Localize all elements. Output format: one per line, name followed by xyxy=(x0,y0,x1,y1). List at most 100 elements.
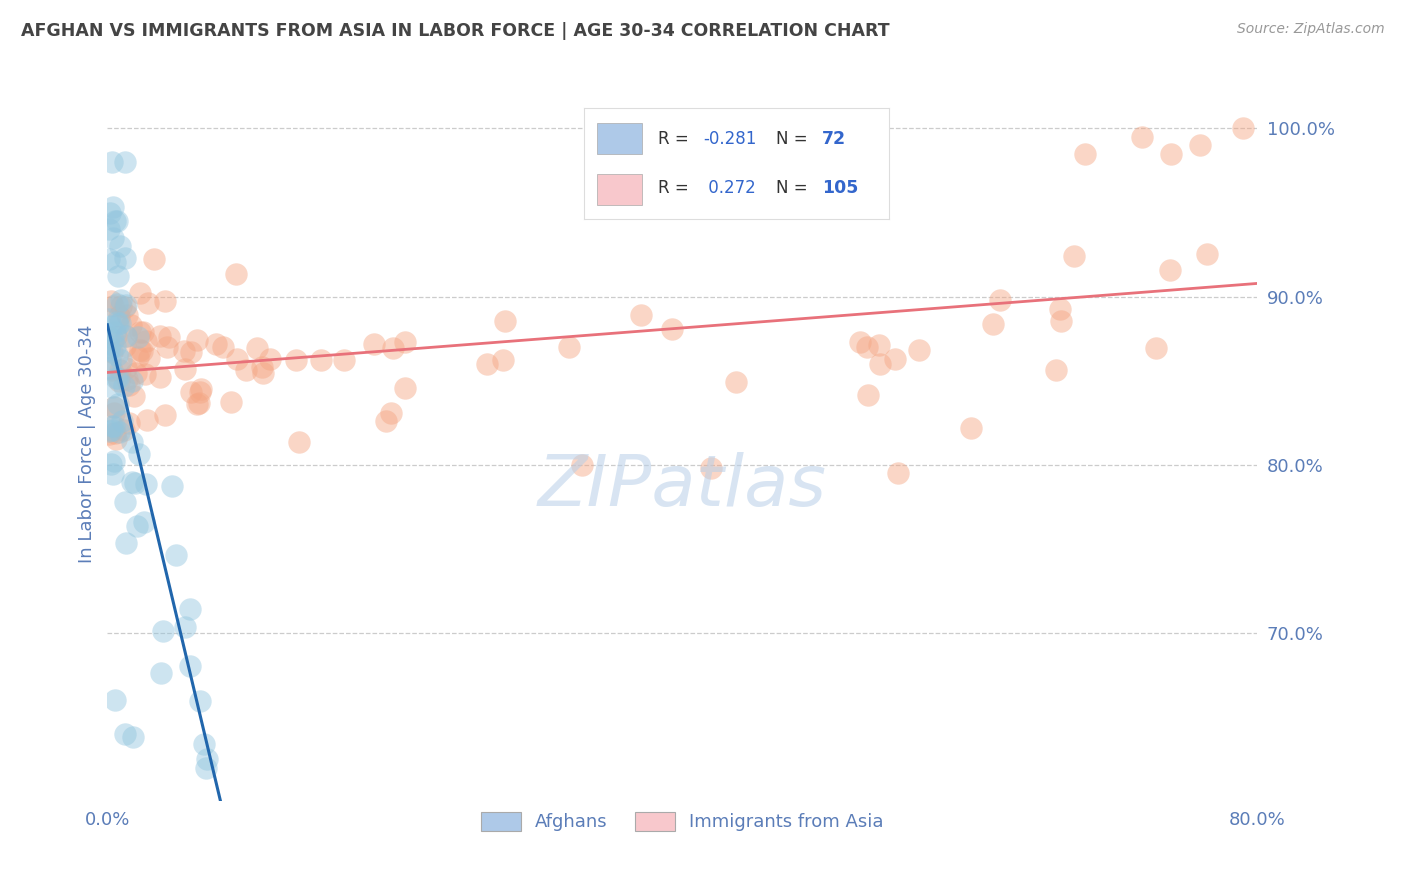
Point xyxy=(122,389,145,403)
Point xyxy=(107,397,129,411)
Point xyxy=(1045,362,1067,376)
Point xyxy=(855,339,877,353)
Point xyxy=(114,300,136,314)
Point xyxy=(1049,301,1071,316)
Point xyxy=(97,222,120,236)
Point xyxy=(124,476,146,491)
Point xyxy=(195,752,218,766)
Point xyxy=(868,337,890,351)
Point xyxy=(153,293,176,308)
Point xyxy=(252,366,274,380)
Point xyxy=(110,239,132,253)
Point xyxy=(101,231,124,245)
Point xyxy=(118,416,141,430)
Point xyxy=(205,337,228,351)
Point xyxy=(115,309,138,323)
Point xyxy=(381,341,404,355)
Point xyxy=(1073,146,1095,161)
Point xyxy=(153,409,176,423)
Point xyxy=(98,205,121,219)
Point xyxy=(195,761,218,775)
Point xyxy=(132,515,155,529)
Point xyxy=(129,325,152,339)
Point xyxy=(187,396,209,410)
Point xyxy=(149,665,172,680)
Point xyxy=(125,366,148,380)
Point xyxy=(114,339,136,353)
Point xyxy=(110,299,132,313)
Point xyxy=(107,371,129,385)
Point xyxy=(661,322,683,336)
Point xyxy=(491,353,513,368)
Point xyxy=(988,293,1011,307)
Point xyxy=(115,298,138,312)
Point xyxy=(104,325,127,339)
Point xyxy=(98,353,121,368)
Point xyxy=(105,296,128,310)
Point xyxy=(97,427,120,442)
Point xyxy=(110,352,132,367)
Point xyxy=(162,478,184,492)
Point xyxy=(188,384,211,399)
Point xyxy=(246,341,269,355)
Point xyxy=(135,412,157,426)
Point xyxy=(157,329,180,343)
Legend: Afghans, Immigrants from Asia: Afghans, Immigrants from Asia xyxy=(474,805,891,838)
Text: ZIPatlas: ZIPatlas xyxy=(537,452,827,521)
Point xyxy=(848,335,870,350)
Text: Source: ZipAtlas.com: Source: ZipAtlas.com xyxy=(1237,22,1385,37)
Point xyxy=(108,374,131,388)
Point xyxy=(1160,146,1182,161)
Point xyxy=(869,357,891,371)
Point xyxy=(121,475,143,489)
Point xyxy=(103,400,125,414)
Point xyxy=(127,329,149,343)
Point xyxy=(1232,121,1254,136)
Point xyxy=(114,155,136,169)
Point xyxy=(142,252,165,266)
Point xyxy=(149,328,172,343)
Point xyxy=(960,421,983,435)
Point xyxy=(107,309,129,323)
Point xyxy=(122,731,145,745)
Point xyxy=(115,372,138,386)
Point xyxy=(112,379,135,393)
Point xyxy=(114,727,136,741)
Point xyxy=(259,352,281,367)
Point xyxy=(155,340,177,354)
Point xyxy=(108,363,131,377)
Point xyxy=(1159,263,1181,277)
Point xyxy=(104,339,127,353)
Point xyxy=(110,317,132,331)
Point xyxy=(98,252,121,267)
Point xyxy=(132,325,155,339)
Point xyxy=(131,344,153,359)
Point xyxy=(1130,129,1153,144)
Point xyxy=(174,362,197,376)
Point xyxy=(173,343,195,358)
Point xyxy=(100,318,122,333)
Point xyxy=(225,267,247,281)
Point xyxy=(287,435,309,450)
Point xyxy=(105,348,128,362)
Point xyxy=(332,353,354,368)
Point xyxy=(494,314,516,328)
Point xyxy=(193,737,215,751)
Point xyxy=(700,461,723,475)
Point xyxy=(104,432,127,446)
Point xyxy=(887,467,910,481)
Point xyxy=(101,333,124,347)
Point xyxy=(225,352,247,367)
Point xyxy=(105,329,128,343)
Point xyxy=(363,337,385,351)
Point xyxy=(190,694,212,708)
Point xyxy=(110,293,132,307)
Point xyxy=(103,406,125,420)
Point xyxy=(235,363,257,377)
Point xyxy=(121,374,143,388)
Point xyxy=(101,423,124,437)
Point xyxy=(165,548,187,562)
Point xyxy=(174,620,197,634)
Point xyxy=(98,361,121,376)
Text: AFGHAN VS IMMIGRANTS FROM ASIA IN LABOR FORCE | AGE 30-34 CORRELATION CHART: AFGHAN VS IMMIGRANTS FROM ASIA IN LABOR … xyxy=(21,22,890,40)
